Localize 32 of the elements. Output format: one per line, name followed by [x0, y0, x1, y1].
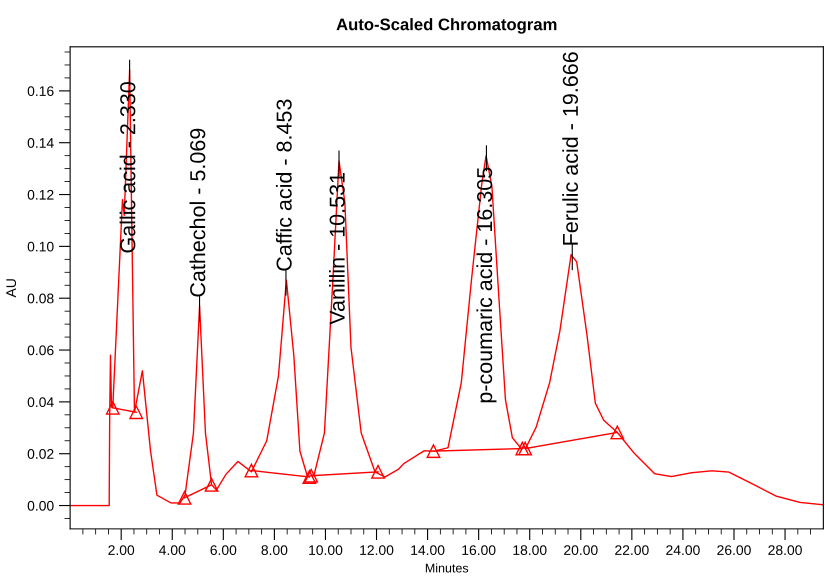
y-tick-label: 0.00 — [28, 500, 54, 511]
x-tick-label: 20.00 — [564, 545, 598, 556]
annotation: Gallic acid - 2.330 — [120, 82, 136, 252]
y-tick-label: 0.08 — [28, 294, 54, 304]
x-tick-label: 10.00 — [309, 545, 342, 556]
y-tick-label: 0.10 — [28, 242, 54, 252]
x-tick-label: 24.00 — [666, 545, 700, 556]
annotation: Ferulic acid - 19.666 — [562, 52, 578, 245]
x-tick-label: 6.00 — [210, 545, 236, 556]
x-tick-label: 14.00 — [411, 545, 444, 556]
x-tick-label: 4.00 — [159, 545, 186, 556]
annotation: Cathechol - 5.069 — [190, 128, 206, 297]
y-tick-label: 0.14 — [28, 138, 54, 148]
x-tick-label: 12.00 — [360, 545, 394, 556]
annotation: Vanillin - 10.531 — [328, 173, 345, 325]
annotation: p-coumaric acid - 16.305 — [476, 168, 496, 402]
y-tick-label: 0.02 — [28, 449, 54, 459]
y-tick-label: 0.16 — [28, 86, 54, 96]
x-tick-label: 22.00 — [615, 545, 649, 556]
annotation: Caffic acid - 8.453 — [276, 100, 292, 271]
x-tick-label: 2.00 — [108, 545, 134, 556]
chart-title: Auto-Scaled Chromatogram — [336, 18, 556, 34]
y-tick-label: 0.06 — [28, 345, 54, 356]
x-tick-label: 8.00 — [261, 545, 288, 556]
y-tick-label: 0.12 — [28, 190, 54, 200]
x-axis-title: Minutes — [426, 563, 468, 573]
y-tick-label: 0.04 — [28, 397, 54, 408]
x-tick-label: 26.00 — [717, 545, 751, 556]
x-tick-label: 18.00 — [513, 545, 547, 556]
x-tick-label: 28.00 — [768, 545, 802, 556]
y-axis-title: AU — [6, 279, 16, 298]
x-tick-label: 16.00 — [462, 545, 496, 556]
